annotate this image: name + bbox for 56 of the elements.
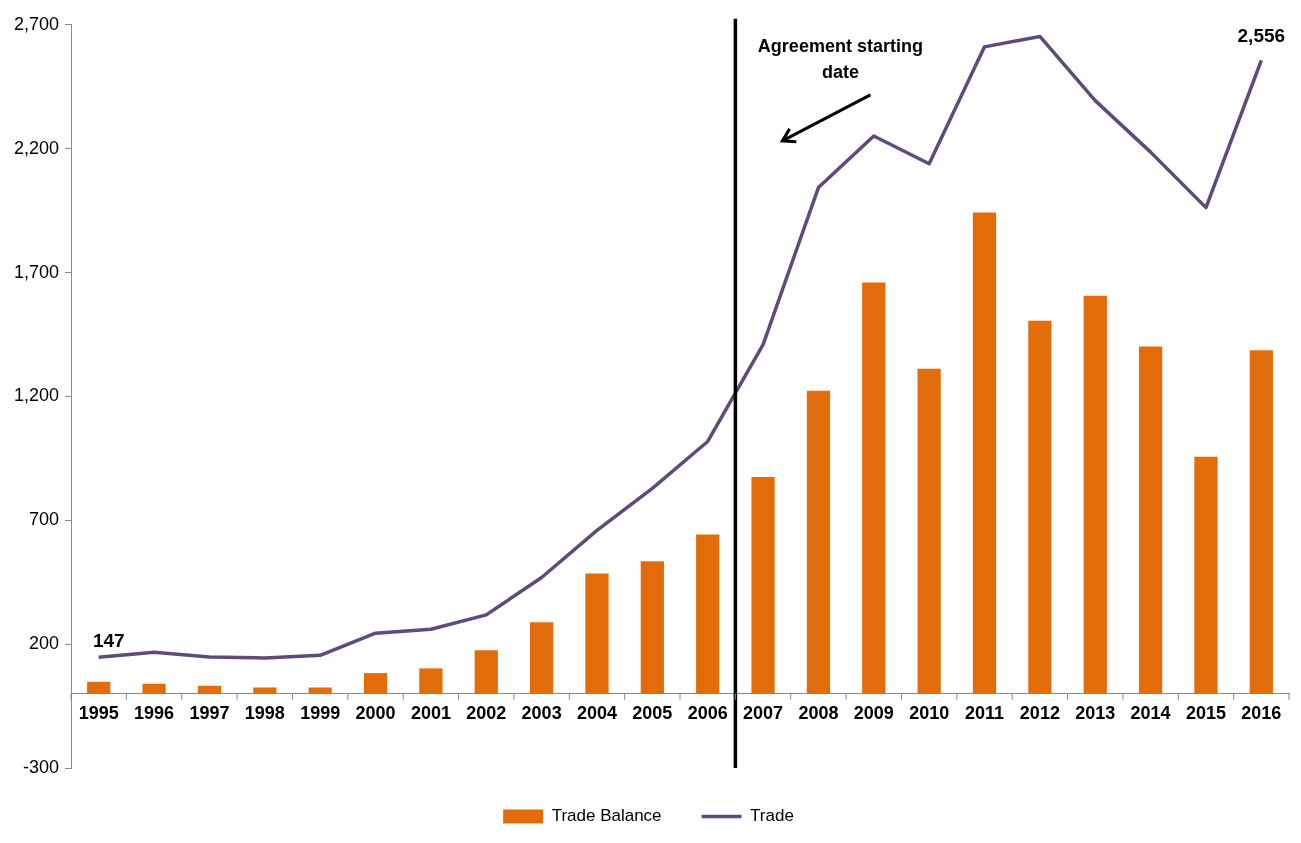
y-tick-label: 700: [29, 509, 60, 530]
y-tick-label: 2,700: [14, 13, 60, 34]
x-tick-label: 2008: [798, 703, 839, 724]
x-tick-label: 2010: [909, 703, 950, 724]
x-tick-label: 2016: [1241, 703, 1282, 724]
bar: [806, 390, 831, 694]
bar: [308, 687, 332, 694]
x-tick-label: 1996: [134, 703, 175, 724]
x-tick-label: 2007: [743, 703, 784, 724]
data-label: 2,556: [1237, 25, 1286, 47]
bar: [585, 573, 609, 694]
bar: [1028, 320, 1052, 694]
x-tick-label: 2009: [853, 703, 894, 724]
y-tick-label: 200: [29, 633, 60, 654]
bar: [197, 685, 222, 694]
bar: [1138, 346, 1163, 694]
x-tick-label: 2003: [521, 703, 562, 724]
bar: [419, 668, 443, 694]
x-tick-label: 2011: [964, 703, 1005, 724]
ref-line-label: Agreement starting date: [757, 35, 923, 82]
bar: [474, 650, 498, 694]
y-tick-label: -300: [23, 756, 60, 777]
y-tick-label: 2,200: [14, 137, 60, 158]
x-tick-label: 1998: [244, 703, 285, 724]
x-tick-label: 2000: [355, 703, 396, 724]
x-tick-label: 2001: [410, 703, 451, 724]
bar: [1083, 295, 1107, 694]
bar: [363, 673, 388, 694]
bar: [142, 683, 166, 694]
bar: [1249, 350, 1273, 694]
x-tick-label: 2012: [1019, 703, 1060, 724]
x-tick-label: 2005: [632, 703, 673, 724]
x-tick-label: 1995: [78, 703, 119, 724]
legend-label: Trade Balance: [551, 806, 662, 826]
bar: [1194, 456, 1218, 694]
y-tick-label: 1,200: [14, 385, 60, 406]
y-tick-label: 1,700: [14, 261, 60, 282]
x-tick-label: 1999: [300, 703, 341, 724]
bar: [87, 681, 111, 694]
bar: [253, 687, 277, 694]
bar: [751, 476, 775, 694]
bar: [696, 534, 720, 694]
bar: [529, 622, 554, 694]
x-tick-label: 2013: [1075, 703, 1116, 724]
x-tick-label: 2002: [466, 703, 507, 724]
x-tick-label: 2015: [1185, 703, 1226, 724]
bar: [640, 561, 664, 694]
data-label: 147: [92, 630, 125, 651]
bar: [917, 368, 941, 694]
legend-label: Trade: [750, 806, 794, 826]
x-tick-label: 2004: [576, 703, 617, 724]
x-tick-label: 1997: [189, 703, 230, 724]
x-tick-label: 2006: [687, 703, 728, 724]
bar: [972, 212, 997, 694]
x-tick-label: 2014: [1130, 703, 1171, 724]
bar: [862, 282, 886, 694]
